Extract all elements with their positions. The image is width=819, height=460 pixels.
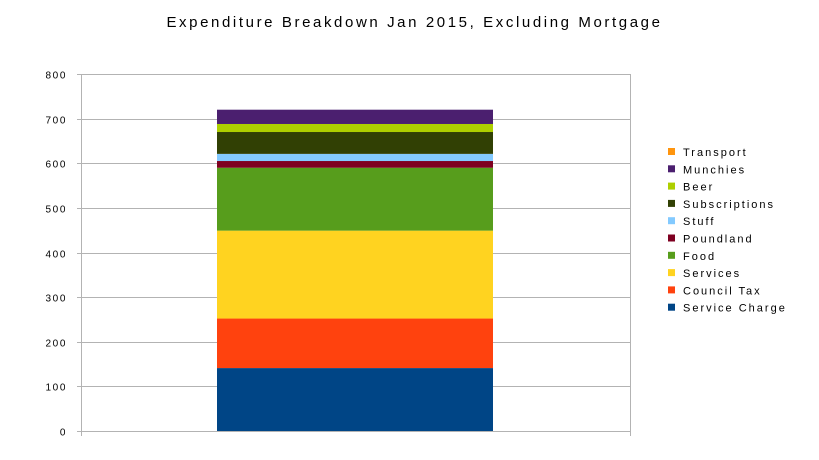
- plot-frame: [81, 74, 631, 436]
- legend-label-munchies: Munchies: [683, 164, 746, 176]
- bar-segments: [217, 109, 493, 431]
- y-tick-label-200: 200: [46, 339, 68, 350]
- y-tick-label-400: 400: [46, 250, 68, 261]
- legend-swatch-subscriptions: [668, 199, 675, 207]
- legend-label-service-charge: Service Charge: [683, 303, 787, 315]
- legend-label-food: Food: [683, 251, 716, 263]
- legend-swatch-services: [668, 269, 675, 277]
- bar-segment-subscriptions: [217, 132, 493, 154]
- legend-label-beer: Beer: [683, 182, 714, 194]
- bar-segment-stuff: [217, 153, 493, 162]
- y-axis: 0 100 200 300 400 500 600 700 800: [46, 71, 68, 439]
- y-tick-label-700: 700: [46, 116, 68, 127]
- legend-swatch-council-tax: [668, 286, 675, 294]
- bar-segment-services: [217, 230, 493, 319]
- y-tick-label-0: 0: [60, 428, 67, 439]
- bar-segment-beer: [217, 123, 493, 133]
- bar-segment-munchies: [217, 109, 493, 124]
- legend-label-poundland: Poundland: [683, 234, 754, 246]
- y-tick-label-100: 100: [46, 383, 68, 394]
- y-tick-label-800: 800: [46, 71, 68, 82]
- legend-swatch-beer: [668, 182, 675, 190]
- legend-swatch-transport: [668, 148, 675, 155]
- y-tick-label-600: 600: [46, 160, 68, 171]
- bar-segment-service-charge: [217, 368, 493, 431]
- legend-swatch-munchies: [668, 165, 675, 173]
- legend-label-transport: Transport: [683, 147, 748, 159]
- legend-swatch-stuff: [668, 217, 675, 225]
- y-tick-label-500: 500: [46, 205, 68, 216]
- legend-swatch-service-charge: [668, 303, 675, 311]
- bar-segment-food: [217, 167, 493, 231]
- legend-label-council-tax: Council Tax: [683, 285, 762, 297]
- legend-swatch-food: [668, 251, 675, 259]
- legend-swatch-poundland: [668, 234, 675, 242]
- legend-label-services: Services: [683, 268, 741, 280]
- legend: Transport Munchies Beer Subscriptions Stuff P…: [668, 147, 787, 315]
- chart-title: Expenditure Breakdown Jan 2015, Excludin…: [166, 14, 663, 31]
- legend-label-subscriptions: Subscriptions: [683, 199, 775, 211]
- legend-label-stuff: Stuff: [683, 216, 715, 228]
- y-tick-label-300: 300: [46, 294, 68, 305]
- bar-segment-council-tax: [217, 318, 493, 369]
- bar-segment-poundland: [217, 161, 493, 168]
